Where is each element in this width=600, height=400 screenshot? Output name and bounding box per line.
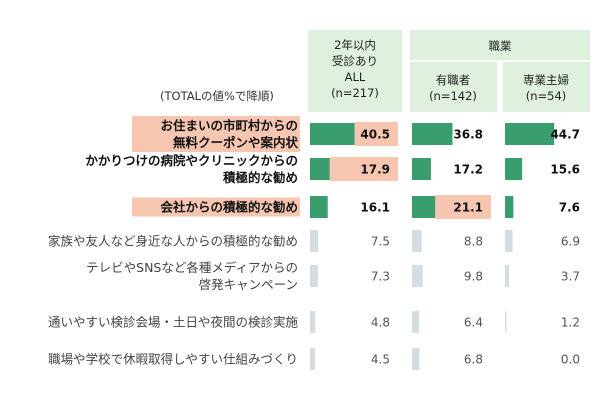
header-all-line4: (n=217): [331, 86, 379, 100]
category-label: 積極的な勧め: [222, 170, 298, 185]
bar: [412, 123, 453, 145]
header-bg-all: [308, 30, 402, 112]
value-label: 4.5: [371, 353, 390, 367]
category-label-highlight: [132, 116, 300, 152]
bar: [412, 158, 431, 180]
bar: [505, 123, 555, 145]
bar: [505, 265, 510, 287]
value-label: 7.5: [371, 235, 390, 249]
bar: [505, 196, 514, 218]
bar: [310, 158, 330, 180]
bar: [310, 123, 355, 145]
category-label: テレビやSNSなど各種メディアからの: [86, 260, 298, 275]
bar: [412, 230, 422, 252]
value-label: 8.8: [464, 235, 483, 249]
bar: [412, 265, 423, 287]
category-label: 無料クーポンや案内状: [173, 135, 299, 150]
header-group-occupation: 職業: [489, 39, 512, 53]
category-label: 啓発キャンペーン: [199, 277, 298, 292]
value-label: 17.2: [453, 163, 483, 177]
value-highlight: [435, 195, 491, 219]
bar: [505, 230, 513, 252]
value-label: 16.1: [360, 201, 390, 215]
header-bg-group: [410, 30, 590, 60]
bar: [412, 196, 436, 218]
value-label: 44.7: [550, 128, 580, 142]
value-label: 1.2: [561, 316, 580, 330]
category-label: かかりつけの病院やクリニックからの: [85, 153, 298, 168]
category-label: 家族や友人など身近な人からの積極的な勧め: [48, 234, 298, 249]
value-label: 6.4: [464, 316, 483, 330]
header-bg-housewife: [503, 62, 590, 112]
sort-note: (TOTALの値%で降順): [160, 89, 274, 103]
bar: [310, 230, 319, 252]
value-highlight: [329, 157, 398, 181]
value-label: 7.3: [371, 270, 390, 284]
bar: [310, 196, 328, 218]
value-label: 15.6: [550, 163, 580, 177]
value-label: 40.5: [360, 128, 390, 142]
value-label: 7.6: [559, 201, 580, 215]
value-label: 36.8: [453, 128, 483, 142]
value-label: 17.9: [360, 163, 390, 177]
category-label: 職場や学校で休暇取得しやすい仕組みづくり: [48, 352, 298, 367]
category-label: 会社からの積極的な勧め: [160, 200, 298, 215]
value-label: 6.9: [561, 235, 580, 249]
bar: [310, 311, 316, 333]
bar: [310, 265, 319, 287]
value-label: 0.0: [561, 353, 580, 367]
value-highlight: [354, 122, 398, 146]
bar: [412, 311, 420, 333]
bar: [412, 348, 420, 370]
header-all-line3: ALL: [345, 70, 366, 84]
bar: [505, 311, 507, 333]
value-label: 6.8: [464, 353, 483, 367]
header-employed-line1: 有職者: [436, 73, 471, 87]
header-employed-line2: (n=142): [429, 89, 477, 103]
value-label: 21.1: [453, 201, 483, 215]
value-label: 9.8: [464, 270, 483, 284]
header-housewife-line2: (n=54): [526, 89, 567, 103]
category-label-highlight: [132, 197, 300, 217]
value-label: 3.7: [561, 270, 580, 284]
category-label: お住まいの市町村からの: [160, 118, 298, 133]
header-all-line2: 受診あり: [332, 54, 378, 68]
header-all-line1: 2年以内: [334, 38, 376, 52]
header-bg-employed: [410, 62, 497, 112]
category-label: 通いやすい検診会場・土日や夜間の検診実施: [48, 315, 299, 330]
header-housewife-line1: 専業主婦: [523, 73, 569, 87]
bar: [505, 158, 523, 180]
bar: [310, 348, 315, 370]
value-label: 4.8: [371, 316, 390, 330]
